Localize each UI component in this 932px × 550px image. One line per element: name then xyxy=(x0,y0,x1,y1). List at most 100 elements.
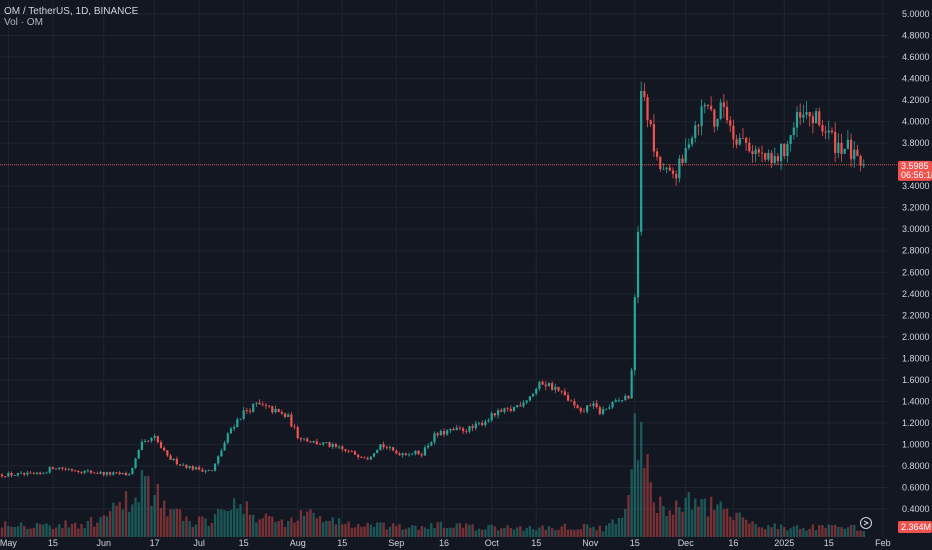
candle-body xyxy=(706,104,710,106)
candle-body xyxy=(719,102,722,119)
candle-body xyxy=(665,167,668,170)
candle-body xyxy=(236,419,239,427)
volume-bar xyxy=(668,510,671,537)
volume-bar xyxy=(614,524,617,537)
volume-bar xyxy=(315,518,319,537)
volume-bar xyxy=(169,509,172,537)
volume-bar xyxy=(153,495,156,537)
volume-bar xyxy=(102,515,105,537)
volume-bar xyxy=(194,524,198,537)
candle-body xyxy=(293,426,296,428)
candle-body xyxy=(194,467,198,470)
candle-body xyxy=(617,400,621,402)
candle-body xyxy=(169,455,172,460)
volume-bar xyxy=(204,518,207,537)
volume-bar xyxy=(172,509,175,537)
volume-bar xyxy=(220,509,223,537)
candle-body xyxy=(827,130,830,133)
candle-body xyxy=(474,423,477,429)
candle-body xyxy=(789,135,792,144)
candle-body xyxy=(786,143,789,157)
candle-body xyxy=(366,458,369,460)
candle-body xyxy=(306,438,309,442)
candle-body xyxy=(563,391,566,396)
volume-bar xyxy=(509,528,512,537)
scroll-to-realtime-icon[interactable] xyxy=(860,517,872,529)
volume-bar xyxy=(442,527,446,537)
candle-body xyxy=(156,435,159,443)
volume-bar xyxy=(592,526,595,537)
volume-bar xyxy=(430,523,433,537)
volume-bar xyxy=(849,525,853,537)
volume-indicator-title[interactable]: Vol · OM xyxy=(4,17,43,28)
time-tick-label: 15 xyxy=(531,538,541,548)
candle-body xyxy=(697,125,700,127)
volume-bar xyxy=(767,525,770,537)
candle-body xyxy=(105,472,109,475)
volume-bar xyxy=(197,516,201,537)
volume-bar xyxy=(713,509,716,537)
volume-bar xyxy=(830,525,834,537)
candle-body xyxy=(748,142,751,152)
time-tick-label: 15 xyxy=(824,538,834,548)
price-tick-label: 0.6000 xyxy=(902,482,930,492)
volume-bar xyxy=(334,524,338,537)
price-tick-label: 4.6000 xyxy=(902,52,930,62)
candle-body xyxy=(675,173,678,179)
price-tick-label: 3.2000 xyxy=(902,203,930,213)
candle-body xyxy=(242,410,245,419)
time-tick-label: 16 xyxy=(439,538,449,548)
volume-bar xyxy=(808,528,811,537)
volume-bar xyxy=(201,516,204,537)
candle-body xyxy=(296,427,299,439)
candle-body xyxy=(630,370,633,399)
volume-bar xyxy=(506,525,509,537)
volume-bar xyxy=(487,524,490,537)
volume-bar xyxy=(738,512,741,537)
volume-bar xyxy=(16,526,20,537)
candle-body xyxy=(334,444,337,447)
volume-bar xyxy=(764,529,767,537)
price-tick-label: 1.6000 xyxy=(902,375,930,385)
candle-body xyxy=(573,401,576,406)
volume-bar xyxy=(573,530,576,537)
candle-body xyxy=(652,124,655,152)
volume-bar xyxy=(554,530,557,537)
symbol-title[interactable]: OM / TetherUS, 1D, BINANCE xyxy=(4,6,139,17)
candle-body xyxy=(376,450,379,454)
candle-body xyxy=(112,472,115,475)
candle-body xyxy=(522,402,525,407)
candle-body xyxy=(646,97,649,121)
volume-bar xyxy=(783,527,786,537)
price-tick-label: 1.4000 xyxy=(902,396,930,406)
candle-body xyxy=(261,404,264,406)
candle-body xyxy=(767,152,770,160)
candle-body xyxy=(490,413,493,421)
candle-body xyxy=(834,132,837,153)
volume-bar xyxy=(732,520,735,537)
candle-body xyxy=(223,442,226,451)
volume-bar xyxy=(83,528,86,537)
candle-body xyxy=(722,102,725,107)
volume-bar xyxy=(690,509,694,537)
volume-bar xyxy=(557,529,560,537)
volume-bar xyxy=(299,509,303,537)
candle-body xyxy=(843,148,846,154)
candle-body xyxy=(795,112,799,128)
candle-body xyxy=(662,169,665,170)
candle-body xyxy=(465,431,468,432)
volume-bar xyxy=(26,528,29,537)
volume-bar xyxy=(620,517,624,537)
candle-body xyxy=(509,408,512,412)
volume-bars xyxy=(0,413,865,537)
volume-bar xyxy=(776,529,780,537)
volume-bar xyxy=(706,516,710,537)
candle-body xyxy=(716,118,719,127)
volume-bar xyxy=(719,501,722,537)
volume-bar xyxy=(290,517,293,537)
price-tick-label: 4.2000 xyxy=(902,95,930,105)
volume-bar xyxy=(503,528,506,537)
volume-bar xyxy=(576,529,579,537)
candle-body xyxy=(45,472,48,474)
